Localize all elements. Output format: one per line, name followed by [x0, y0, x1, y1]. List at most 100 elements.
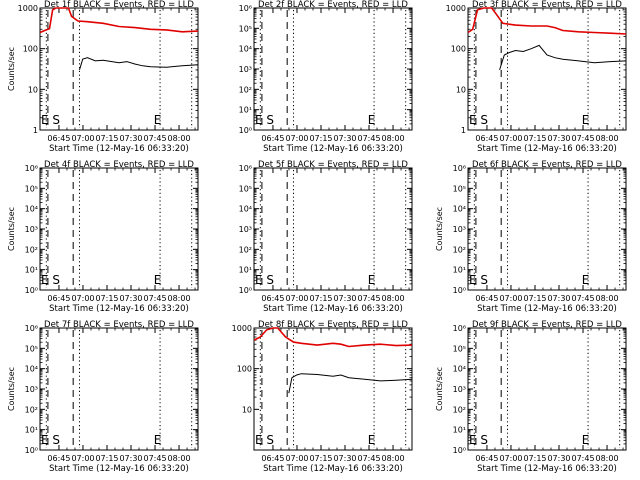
y-axis-label: Counts/sec: [435, 207, 444, 251]
y-axis-label: Counts/sec: [435, 367, 444, 411]
y-tick-label: 10⁰: [239, 286, 252, 295]
y-tick-label: 1000: [232, 324, 252, 333]
plot-frame: [253, 167, 413, 291]
chart-panel-6: Det 6f BLACK = Events, RED = LLD 10⁰ 10¹ 10…: [435, 160, 627, 314]
series-line-black: [79, 57, 199, 71]
y-tick-label: 10²: [453, 245, 466, 254]
x-tick-label: 07:00: [499, 134, 522, 143]
x-tick-label: 07:00: [285, 454, 308, 463]
x-tick-label: 07:00: [71, 454, 94, 463]
x-tick-label: 07:00: [285, 294, 308, 303]
x-tick-label: 08:00: [596, 134, 619, 143]
y-tick-label: 1: [461, 126, 466, 135]
x-axis-label: Start Time (12-May-16 06:33:20): [263, 144, 403, 154]
x-axis-label: Start Time (12-May-16 06:33:20): [477, 144, 617, 154]
series-line-red: [467, 7, 627, 35]
chart-panel-2: Det 2f BLACK = Events, RED = LLD 10⁰ 10¹ 10…: [239, 0, 413, 154]
x-tick-label: 08:00: [168, 294, 191, 303]
chart-panel-1: Det 1f BLACK = Events, RED = LLD 1 10 100 10…: [7, 0, 199, 154]
x-axis-label: Start Time (12-May-16 06:33:20): [263, 464, 403, 474]
y-tick-label: 10¹: [239, 106, 252, 115]
x-tick-label: 07:30: [547, 134, 570, 143]
y-tick-label: 10⁴: [239, 205, 252, 214]
marker-label-start: E S: [469, 433, 488, 447]
plot-frame: [39, 167, 199, 291]
plot-frame: [467, 7, 627, 131]
x-tick-label: 06:45: [261, 294, 284, 303]
y-tick-label: 10⁵: [453, 184, 466, 193]
x-tick-label: 08:00: [596, 294, 619, 303]
series-line-red: [253, 327, 413, 348]
y-tick-label: 10¹: [453, 426, 466, 435]
x-tick-label: 07:45: [143, 294, 166, 303]
y-tick-label: 10⁵: [25, 344, 38, 353]
y-tick-label: 10³: [25, 225, 38, 234]
x-tick-label: 07:00: [499, 454, 522, 463]
y-axis-label: Counts/sec: [7, 367, 16, 411]
chart-panel-7: Det 7f BLACK = Events, RED = LLD 10⁰ 10¹ 10…: [7, 320, 199, 474]
marker-label-end: E: [368, 273, 376, 287]
x-tick-label: 07:00: [499, 294, 522, 303]
x-tick-label: 07:30: [547, 294, 570, 303]
y-tick-label: 10³: [25, 385, 38, 394]
x-tick-label: 07:15: [95, 454, 118, 463]
x-tick-label: 07:15: [309, 294, 332, 303]
marker-label-end: E: [368, 113, 376, 127]
x-tick-label: 07:45: [571, 294, 594, 303]
y-tick-label: 10⁴: [453, 365, 466, 374]
y-tick-label: 10⁶: [25, 164, 38, 173]
y-tick-label: 10³: [453, 385, 466, 394]
x-axis-label: Start Time (12-May-16 06:33:20): [49, 464, 189, 474]
y-tick-label: 1000: [446, 4, 466, 13]
x-tick-label: 07:00: [71, 294, 94, 303]
x-tick-label: 07:30: [333, 454, 356, 463]
x-axis-label: Start Time (12-May-16 06:33:20): [477, 464, 617, 474]
y-tick-label: 10⁴: [25, 365, 38, 374]
x-tick-label: 07:30: [333, 134, 356, 143]
x-tick-label: 07:45: [143, 454, 166, 463]
chart-title: Det 3f BLACK = Events, RED = LLD: [472, 0, 622, 10]
marker-label-end: E: [582, 113, 590, 127]
chart-title: Det 6f BLACK = Events, RED = LLD: [472, 160, 622, 170]
x-tick-label: 07:30: [119, 134, 142, 143]
x-tick-label: 07:15: [309, 454, 332, 463]
plot-frame: [467, 167, 627, 291]
y-tick-label: 10⁰: [239, 126, 252, 135]
chart-panel-5: Det 5f BLACK = Events, RED = LLD 10⁰ 10¹ 10…: [239, 160, 413, 314]
y-tick-label: 10²: [239, 245, 252, 254]
x-tick-label: 07:15: [95, 134, 118, 143]
chart-title: Det 4f BLACK = Events, RED = LLD: [44, 160, 194, 170]
chart-title: Det 7f BLACK = Events, RED = LLD: [44, 320, 194, 330]
x-tick-label: 06:45: [475, 134, 498, 143]
marker-label-end: E: [582, 273, 590, 287]
x-tick-label: 06:45: [47, 454, 70, 463]
series-line-black: [499, 44, 627, 71]
x-tick-label: 06:45: [261, 134, 284, 143]
x-axis-label: Start Time (12-May-16 06:33:20): [49, 144, 189, 154]
marker-label-start: E S: [255, 113, 274, 127]
x-tick-label: 07:30: [333, 294, 356, 303]
marker-label-start: E S: [469, 113, 488, 127]
x-tick-label: 08:00: [382, 134, 405, 143]
y-tick-label: 10³: [453, 225, 466, 234]
x-tick-label: 07:30: [547, 454, 570, 463]
chart-title: Det 5f BLACK = Events, RED = LLD: [258, 160, 408, 170]
chart-title: Det 9f BLACK = Events, RED = LLD: [472, 320, 622, 330]
marker-label-start: E S: [255, 273, 274, 287]
y-tick-label: 10⁵: [239, 184, 252, 193]
plot-frame: [39, 7, 199, 131]
y-tick-label: 10²: [25, 405, 38, 414]
x-tick-label: 07:15: [523, 294, 546, 303]
y-tick-label: 10¹: [25, 426, 38, 435]
plot-frame: [253, 327, 413, 451]
plot-frame: [467, 327, 627, 451]
marker-label-start: E S: [41, 273, 60, 287]
y-tick-label: 1000: [18, 4, 38, 13]
x-tick-label: 07:45: [357, 134, 380, 143]
marker-label-end: E: [368, 433, 376, 447]
y-tick-label: 10²: [453, 405, 466, 414]
x-tick-label: 07:15: [523, 454, 546, 463]
x-tick-label: 07:15: [309, 134, 332, 143]
plot-frame: [253, 7, 413, 131]
